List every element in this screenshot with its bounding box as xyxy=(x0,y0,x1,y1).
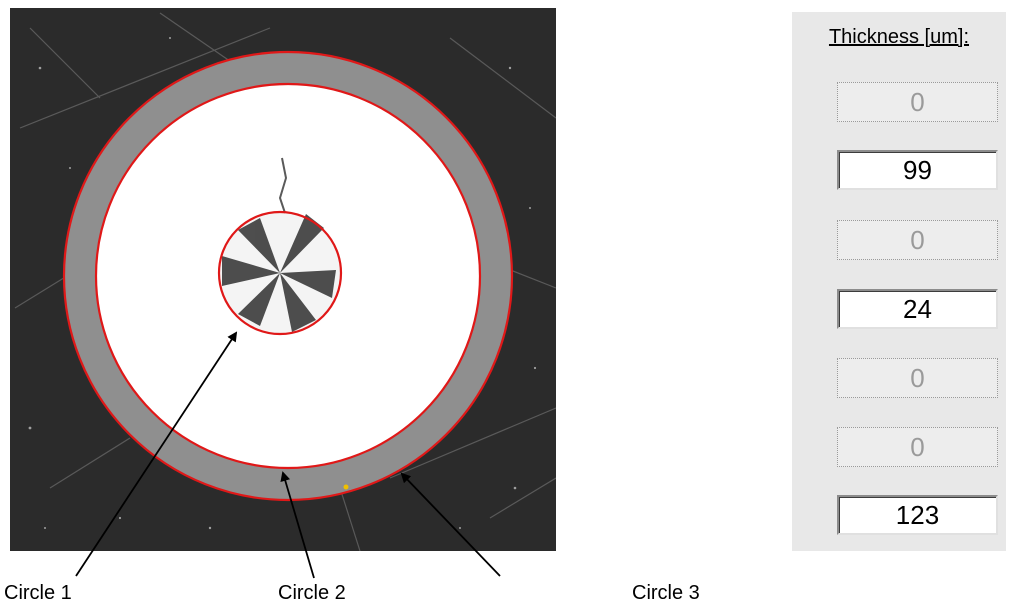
thickness-field-2[interactable]: 99 xyxy=(837,150,998,190)
thickness-panel: Thickness [um]: 0 99 0 24 0 0 123 xyxy=(792,12,1006,551)
thickness-field-5: 0 xyxy=(837,358,998,398)
thickness-field-4[interactable]: 24 xyxy=(837,289,998,329)
circle-3-caption: Circle 3 xyxy=(632,582,700,604)
yellow-marker xyxy=(343,484,349,490)
dust-specks xyxy=(28,37,537,530)
core-sector-pattern xyxy=(222,214,336,332)
circle-1-caption: Circle 1 xyxy=(4,582,72,604)
thickness-panel-title: Thickness [um]: xyxy=(828,26,970,48)
thickness-field-6: 0 xyxy=(837,427,998,467)
fiber-cross-section-svg xyxy=(10,8,556,551)
circle-2-caption: Circle 2 xyxy=(278,582,346,604)
core-streak xyxy=(278,157,288,214)
thickness-field-1: 0 xyxy=(837,82,998,122)
circle-2-outline xyxy=(94,82,482,470)
thickness-field-3: 0 xyxy=(837,220,998,260)
circle-1-outline xyxy=(217,210,343,336)
fiber-cross-section-image xyxy=(10,8,556,551)
thickness-field-7[interactable]: 123 xyxy=(837,495,998,535)
